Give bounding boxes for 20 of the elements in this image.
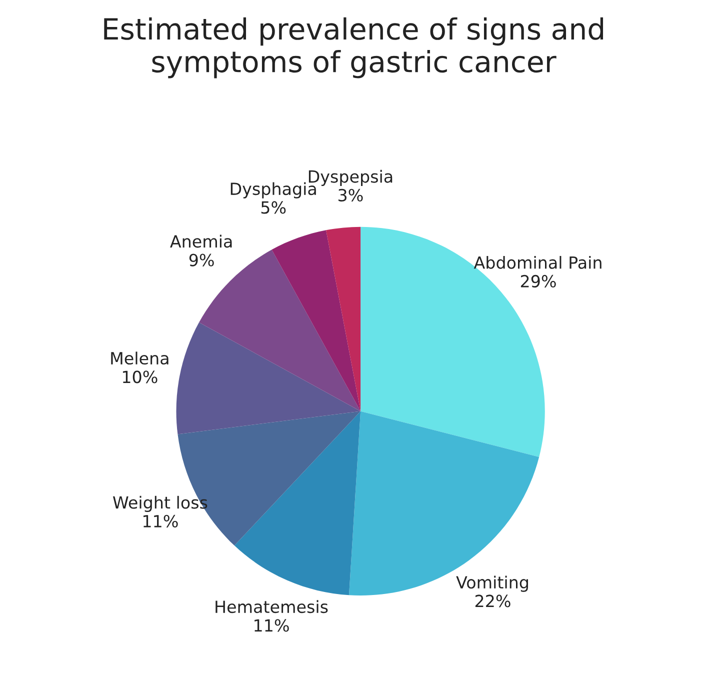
slice-label: Hematemesis (216, 600, 328, 614)
data-label: 29% (520, 274, 556, 288)
pie-slice (178, 411, 361, 546)
data-label: 5% (261, 201, 286, 214)
data-label: 3% (338, 188, 363, 202)
data-label: 10% (122, 370, 158, 384)
slice-label: Abdominal Pain (474, 256, 602, 269)
data-label: 9% (189, 254, 214, 266)
slice-label: Anemia (170, 234, 232, 248)
pie-slice (272, 230, 361, 412)
slice-label: Melena (111, 352, 168, 365)
pie-slice (234, 411, 361, 596)
data-label: 11% (144, 514, 178, 528)
data-label: 22% (475, 594, 510, 608)
slice-label: Vomiting (456, 576, 528, 592)
pie-slice (176, 322, 361, 434)
pie-slice (326, 226, 361, 412)
data-label: 11% (254, 619, 289, 632)
pie-slice (348, 411, 540, 596)
chart-title: Estimated prevalence of signs and symptoms of gastric cancer (104, 17, 604, 78)
